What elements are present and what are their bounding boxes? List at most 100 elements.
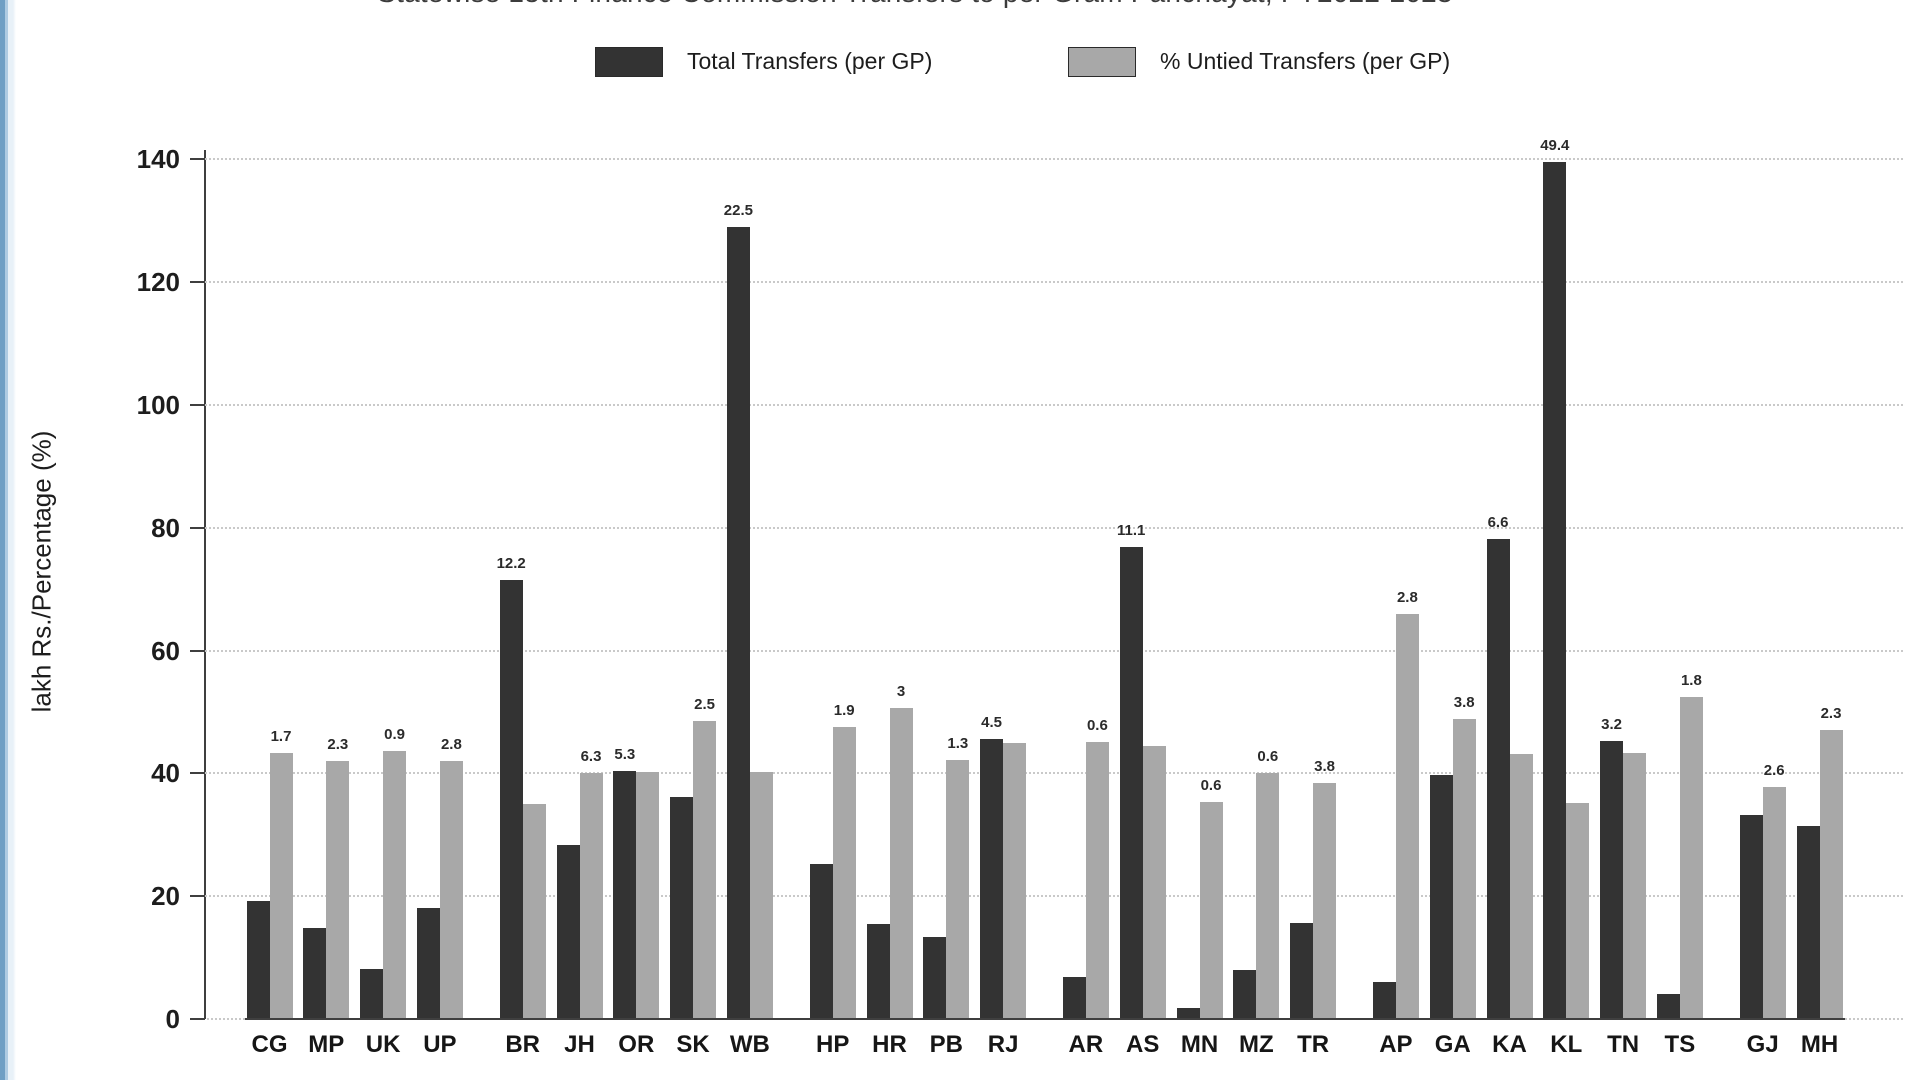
x-axis-label-GJ: GJ: [1746, 1031, 1779, 1058]
bar-untied-AS: [1142, 745, 1166, 1019]
bar-total-GA: [1429, 774, 1453, 1019]
y-tick-20: [190, 895, 205, 898]
x-axis-label-TS: TS: [1664, 1031, 1696, 1058]
bar-value-label-RJ: 4.5: [981, 714, 1003, 732]
bar-untied-SK: [693, 720, 717, 1019]
x-axis-dotted-segment-1: [1844, 1018, 1903, 1020]
gridline-20: [205, 895, 1903, 898]
bar-total-AS: [1119, 547, 1143, 1019]
bar-untied-MP: [326, 761, 350, 1019]
x-axis-label-WB: WB: [729, 1031, 770, 1058]
bar-value-label-GJ: 2.6: [1763, 761, 1785, 779]
bar-total-UP: [416, 907, 440, 1019]
bar-untied-KL: [1566, 802, 1590, 1019]
gridline-80: [205, 526, 1903, 529]
bar-value-label-HR: 3: [896, 683, 906, 701]
x-axis-label-TN: TN: [1607, 1031, 1640, 1058]
bar-untied-MH: [1819, 729, 1843, 1019]
bar-value-label-PB: 1.3: [947, 734, 969, 752]
bar-value-label-TR: 3.8: [1314, 758, 1336, 776]
bar-total-HP: [809, 864, 833, 1019]
bar-value-label-CG: 1.7: [270, 727, 292, 745]
x-axis-label-CG: CG: [251, 1031, 288, 1058]
y-tick-label-100: 100: [136, 390, 180, 420]
bar-total-PB: [923, 936, 947, 1019]
y-axis-title: lakh Rs./Percentage (%): [26, 430, 57, 713]
bar-value-label-MP: 2.3: [327, 736, 349, 754]
x-axis-label-AR: AR: [1068, 1031, 1104, 1058]
bar-untied-MN: [1199, 801, 1223, 1019]
bar-untied-JH: [579, 773, 603, 1019]
bar-untied-AR: [1085, 742, 1109, 1019]
x-axis-label-PB: PB: [929, 1031, 963, 1058]
bar-untied-BR: [522, 804, 546, 1019]
window-left-border: [0, 0, 18, 1080]
bar-untied-TR: [1313, 783, 1337, 1019]
bar-value-label-SK: 2.5: [694, 695, 716, 713]
bar-value-label-WB: 22.5: [723, 201, 753, 219]
bar-value-label-MN: 0.6: [1200, 776, 1222, 794]
bar-value-label-OR: 5.3: [614, 745, 636, 763]
bar-value-label-UP: 2.8: [440, 736, 462, 754]
x-axis-label-UK: UK: [365, 1031, 401, 1058]
x-axis-label-KL: KL: [1550, 1031, 1583, 1058]
y-tick-100: [190, 404, 205, 406]
bar-value-label-HP: 1.9: [833, 701, 855, 719]
x-axis-label-AS: AS: [1126, 1031, 1160, 1058]
bar-total-MH: [1796, 825, 1820, 1019]
bar-total-BR: [499, 580, 523, 1019]
x-axis-label-MP: MP: [308, 1031, 345, 1058]
bar-value-label-TN: 3.2: [1601, 715, 1623, 733]
legend: Total Transfers (per GP) % Untied Transf…: [0, 44, 1920, 80]
y-tick-label-60: 60: [151, 635, 180, 666]
x-axis-label-JH: JH: [564, 1031, 595, 1058]
y-axis-line: [204, 150, 206, 1019]
bar-value-label-JH: 6.3: [580, 748, 602, 766]
x-axis-label-MN: MN: [1180, 1031, 1219, 1058]
y-tick-120: [190, 281, 205, 284]
bar-untied-TN: [1623, 753, 1647, 1019]
bar-total-TS: [1656, 994, 1680, 1019]
bar-total-RJ: [980, 739, 1004, 1019]
gridline-60: [205, 649, 1903, 652]
x-axis-label-MH: MH: [1800, 1031, 1839, 1058]
bar-value-label-KL: 49.4: [1540, 136, 1570, 154]
x-axis-dotted-segment-0: [207, 1018, 245, 1020]
y-tick-80: [190, 526, 205, 529]
bar-total-TN: [1600, 740, 1624, 1019]
legend-swatch-untied-transfers: [1068, 47, 1136, 77]
x-axis-label-HR: HR: [872, 1031, 907, 1058]
bar-total-AR: [1062, 976, 1086, 1019]
gridline-100: [205, 404, 1903, 406]
bar-untied-CG: [269, 752, 293, 1019]
bar-value-label-MZ: 0.6: [1257, 747, 1279, 765]
bar-total-JH: [556, 844, 580, 1019]
chart-title: Statewise 15th Finance Commission Transf…: [200, 0, 1630, 9]
bar-untied-HR: [889, 708, 913, 1019]
x-axis-label-AP: AP: [1379, 1031, 1413, 1058]
bar-untied-UK: [383, 751, 407, 1019]
gridline-40: [205, 772, 1903, 775]
bar-untied-HP: [832, 726, 856, 1019]
bar-untied-PB: [946, 759, 970, 1019]
bar-total-MN: [1176, 1007, 1200, 1019]
bar-untied-AP: [1395, 614, 1419, 1019]
x-axis-label-UP: UP: [423, 1031, 457, 1058]
bar-untied-GA: [1452, 718, 1476, 1019]
y-tick-label-0: 0: [165, 1004, 180, 1034]
y-tick-60: [190, 649, 205, 652]
y-tick-label-40: 40: [151, 758, 180, 789]
bar-untied-WB: [749, 771, 773, 1019]
bar-total-GJ: [1739, 815, 1763, 1019]
x-axis-line: [244, 1018, 1845, 1020]
bar-total-KL: [1543, 161, 1567, 1019]
gridline-120: [205, 281, 1903, 284]
y-tick-label-20: 20: [151, 881, 180, 912]
y-tick-label-120: 120: [136, 267, 180, 298]
x-axis-label-MZ: MZ: [1238, 1031, 1274, 1058]
bar-value-label-BR: 12.2: [496, 555, 526, 572]
bar-total-KA: [1486, 538, 1510, 1019]
bar-value-label-AP: 2.8: [1396, 589, 1418, 607]
x-axis-label-OR: OR: [618, 1031, 655, 1058]
